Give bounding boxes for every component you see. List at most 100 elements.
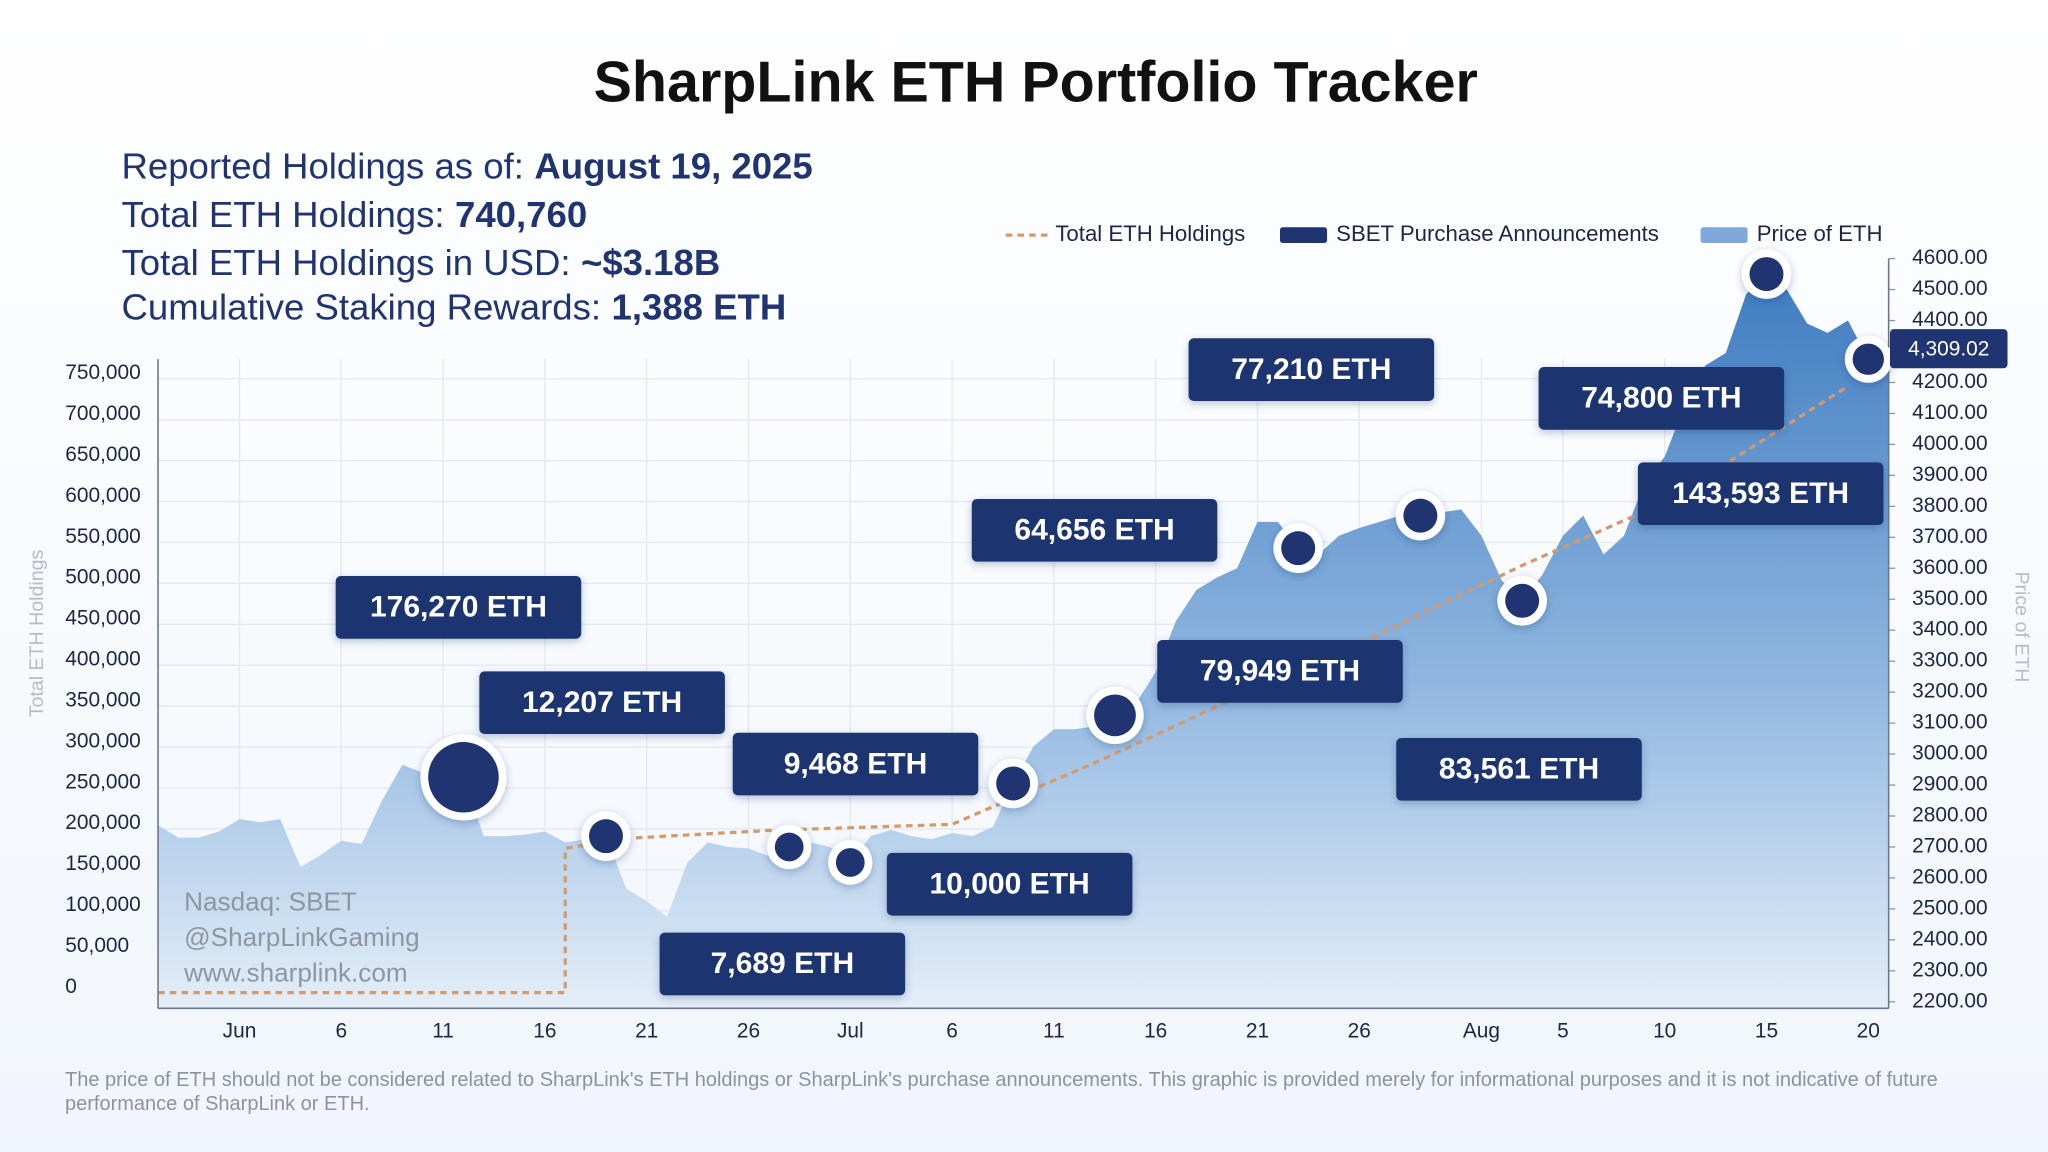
- data-label: 83,561 ETH: [1439, 753, 1599, 786]
- y-tick-label: 450,000: [65, 607, 140, 630]
- purchase-marker: [428, 742, 499, 813]
- y2-tick-label: 3600.00: [1912, 556, 1987, 579]
- y2-tick-label: 2600.00: [1912, 865, 1987, 888]
- y-tick-label: 50,000: [65, 934, 129, 957]
- purchase-marker: [1094, 694, 1136, 737]
- x-tick-label: Aug: [1463, 1019, 1500, 1042]
- y2-tick-label: 4200.00: [1912, 370, 1987, 393]
- label-box: [1396, 737, 1642, 801]
- info-label: Reported Holdings as of:: [121, 145, 523, 186]
- info-label: Total ETH Holdings in USD:: [121, 242, 570, 283]
- data-label: 74,800 ETH: [1581, 382, 1741, 415]
- y-tick-label: 550,000: [65, 525, 140, 548]
- y2-tick-label: 3300.00: [1912, 649, 1987, 672]
- y2-tick-label: 3800.00: [1912, 494, 1987, 517]
- label-box: [1188, 338, 1435, 401]
- y-tick-label: 300,000: [65, 729, 140, 752]
- x-tick-label: 21: [1246, 1019, 1269, 1042]
- y2-tick-label: 4000.00: [1912, 432, 1987, 455]
- data-label: 9,468 ETH: [784, 747, 928, 780]
- y2-tick-label: 4400.00: [1912, 308, 1987, 331]
- x-tick-label: 26: [737, 1019, 760, 1042]
- y2-tick-label: 4500.00: [1912, 277, 1987, 300]
- x-tick-label: 20: [1857, 1019, 1880, 1042]
- y-tick-label: 600,000: [65, 484, 140, 507]
- x-tick-label: 11: [432, 1019, 454, 1042]
- y2-tick-label: 4600.00: [1912, 246, 1987, 269]
- label-box: [479, 671, 725, 735]
- legend-swatch: [1700, 227, 1748, 243]
- purchase-marker: [1281, 531, 1316, 566]
- info-value: ~$3.18B: [581, 242, 720, 283]
- x-tick-label: 21: [635, 1019, 658, 1042]
- data-label: 12,207 ETH: [522, 686, 682, 719]
- purchase-marker: [1505, 583, 1540, 618]
- x-tick-label: Jun: [223, 1019, 257, 1042]
- purchase-marker: [1403, 498, 1438, 533]
- x-tick-label: 10: [1653, 1019, 1676, 1042]
- x-tick-label: 6: [335, 1019, 347, 1042]
- label-box: [971, 498, 1218, 562]
- x-tick-label: 5: [1557, 1019, 1569, 1042]
- data-label: 143,593 ETH: [1672, 477, 1849, 510]
- y2-tick-label: 4100.00: [1912, 401, 1987, 424]
- legend-label: Price of ETH: [1757, 221, 1883, 246]
- legend: Total ETH Holdings SBET Purchase Announce…: [1005, 221, 1883, 246]
- y-tick-label: 200,000: [65, 811, 140, 834]
- label-box: [335, 576, 582, 639]
- x-tick-label: 26: [1348, 1019, 1371, 1042]
- y-tick-label: 400,000: [65, 648, 140, 671]
- y2-tick-label: 2700.00: [1912, 834, 1987, 857]
- data-label: 10,000 ETH: [929, 867, 1089, 900]
- label-box: [1538, 367, 1785, 430]
- info-value: 740,760: [455, 193, 587, 234]
- footnote: The price of ETH should not be considere…: [65, 1069, 1938, 1115]
- x-tick-label: 16: [1144, 1019, 1167, 1042]
- watermark: @SharpLinkGaming: [184, 922, 420, 952]
- y2-tick-label: 2800.00: [1912, 804, 1987, 827]
- data-label: 64,656 ETH: [1014, 514, 1174, 547]
- y2-tick-label: 2400.00: [1912, 927, 1987, 950]
- y-axis-title: Total ETH Holdings: [26, 549, 48, 717]
- info-line: Cumulative Staking Rewards: 1,388 ETH: [121, 286, 786, 327]
- purchase-marker: [1852, 343, 1884, 375]
- marks: 176,270 ETH 12,207 ETH 9,468 ETH 7,689 ETH 1…: [335, 249, 2008, 996]
- label-box: [1157, 640, 1403, 703]
- y-tick-label: 650,000: [65, 443, 140, 466]
- y2-tick-label: 2500.00: [1912, 896, 1987, 919]
- label-box: [1637, 462, 1884, 526]
- legend-label: Total ETH Holdings: [1055, 221, 1245, 246]
- y-tick-label: 750,000: [65, 361, 140, 384]
- y2-tick-label: 3500.00: [1912, 587, 1987, 610]
- purchase-marker: [835, 848, 865, 877]
- y-tick-label: 100,000: [65, 893, 140, 916]
- axes: 0 50,000 100,000 150,000 200,000 250,000 300,0…: [65, 246, 1987, 1042]
- y2-tick-label: 3900.00: [1912, 463, 1987, 486]
- x-tick-label: 6: [946, 1019, 958, 1042]
- watermark: www.sharplink.com: [183, 957, 407, 987]
- info-value: August 19, 2025: [534, 145, 812, 186]
- y2-tick-label: 3000.00: [1912, 742, 1987, 765]
- label-box: [732, 732, 979, 796]
- purchase-marker: [588, 819, 623, 854]
- y2-tick-label: 2300.00: [1912, 958, 1987, 981]
- chart-title: SharpLink ETH Portfolio Tracker: [594, 50, 1478, 114]
- x-tick-label: Jul: [837, 1019, 864, 1042]
- y-tick-label: 150,000: [65, 852, 140, 875]
- y2-tick-label: 2900.00: [1912, 773, 1987, 796]
- info: Reported Holdings as of: August 19, 2025 T…: [121, 145, 812, 327]
- label-box: [659, 932, 906, 996]
- x-tick-label: 11: [1043, 1019, 1065, 1042]
- data-label: 176,270 ETH: [370, 591, 547, 624]
- y2-axis-title: Price of ETH: [2010, 571, 2032, 682]
- info-value: 1,388 ETH: [612, 286, 787, 327]
- info-line: Reported Holdings as of: August 19, 2025: [121, 145, 812, 186]
- x-tick-label: 15: [1755, 1019, 1778, 1042]
- data-label: 7,689 ETH: [711, 947, 855, 980]
- y2-tick-label: 3200.00: [1912, 680, 1987, 703]
- x-tick-label: 16: [533, 1019, 556, 1042]
- price-tag-label: 4,309.02: [1908, 338, 1989, 361]
- legend-swatch: [1280, 227, 1328, 243]
